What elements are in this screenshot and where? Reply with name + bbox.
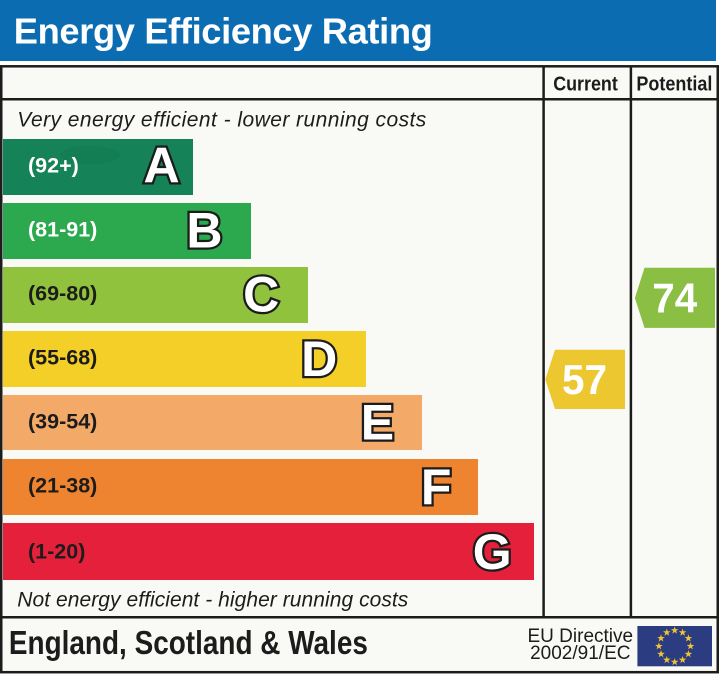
svg-text:2002/91/EC: 2002/91/EC: [530, 643, 630, 664]
svg-text:(21-38): (21-38): [28, 474, 97, 498]
svg-text:E: E: [361, 394, 394, 450]
svg-text:Potential: Potential: [636, 73, 712, 96]
svg-text:(39-54): (39-54): [28, 410, 97, 434]
svg-text:Very energy efficient - lower: Very energy efficient - lower running co…: [17, 108, 427, 131]
svg-text:G: G: [473, 524, 512, 580]
svg-text:D: D: [301, 331, 337, 387]
svg-text:57: 57: [562, 356, 607, 403]
svg-text:(1-20): (1-20): [28, 540, 85, 564]
svg-text:Energy Efficiency Rating: Energy Efficiency Rating: [14, 10, 433, 51]
svg-text:Current: Current: [553, 73, 618, 96]
svg-text:Not energy efficient - higher: Not energy efficient - higher running co…: [17, 588, 409, 611]
svg-text:England, Scotland & Wales: England, Scotland & Wales: [9, 624, 368, 661]
svg-text:74: 74: [652, 274, 697, 321]
svg-text:B: B: [186, 203, 222, 259]
svg-text:A: A: [144, 137, 180, 193]
svg-text:(92+): (92+): [28, 154, 79, 178]
svg-text:(55-68): (55-68): [28, 346, 97, 370]
svg-text:EU Directive: EU Directive: [528, 626, 634, 647]
svg-text:F: F: [421, 459, 452, 515]
svg-text:C: C: [243, 267, 279, 323]
svg-text:(81-91): (81-91): [28, 218, 97, 242]
svg-text:(69-80): (69-80): [28, 282, 97, 306]
